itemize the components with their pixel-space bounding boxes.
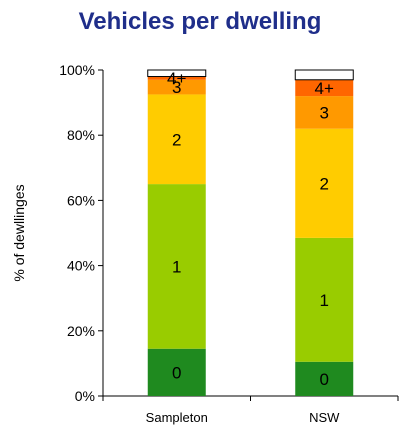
bar-segment bbox=[147, 348, 206, 396]
segment-label: 0 bbox=[320, 370, 329, 389]
y-axis-label: % of dewllinges bbox=[11, 184, 27, 281]
y-tick-label: 60% bbox=[67, 192, 95, 208]
segment-label: 4+ bbox=[167, 69, 186, 88]
segment-label: 3 bbox=[320, 103, 329, 122]
bars bbox=[147, 69, 354, 396]
segment-label: 3 bbox=[172, 78, 181, 97]
bar-segment bbox=[147, 69, 207, 78]
segment-label: 2 bbox=[172, 130, 181, 149]
x-tick-label: NSW bbox=[309, 410, 340, 425]
bar-segment bbox=[295, 79, 354, 97]
bar-segment bbox=[147, 94, 206, 185]
chart-title: Vehicles per dwelling bbox=[78, 8, 322, 35]
axes: 0% 20% 40% 60% 80% 100% Sampleton NSW bbox=[59, 62, 399, 425]
bar-segment bbox=[147, 76, 206, 80]
bar-segment bbox=[295, 237, 354, 362]
segment-label: 2 bbox=[320, 174, 329, 193]
bar-segment bbox=[295, 96, 354, 129]
segment-label: 0 bbox=[172, 363, 181, 382]
bar-segment bbox=[295, 128, 354, 238]
y-tick-label: 0% bbox=[75, 388, 95, 404]
bar-segment bbox=[294, 69, 354, 81]
y-tick-label: 80% bbox=[67, 127, 95, 143]
bar-segment bbox=[147, 184, 206, 349]
y-tick-label: 100% bbox=[59, 62, 95, 78]
segment-label: 4+ bbox=[315, 79, 334, 98]
x-tick-label: Sampleton bbox=[146, 410, 208, 425]
y-tick-label: 20% bbox=[67, 323, 95, 339]
segment-label: 1 bbox=[172, 257, 181, 276]
bar-segment bbox=[295, 361, 354, 396]
y-tick-label: 40% bbox=[67, 258, 95, 274]
segment-label: 1 bbox=[320, 291, 329, 310]
bar-segment bbox=[147, 79, 206, 95]
